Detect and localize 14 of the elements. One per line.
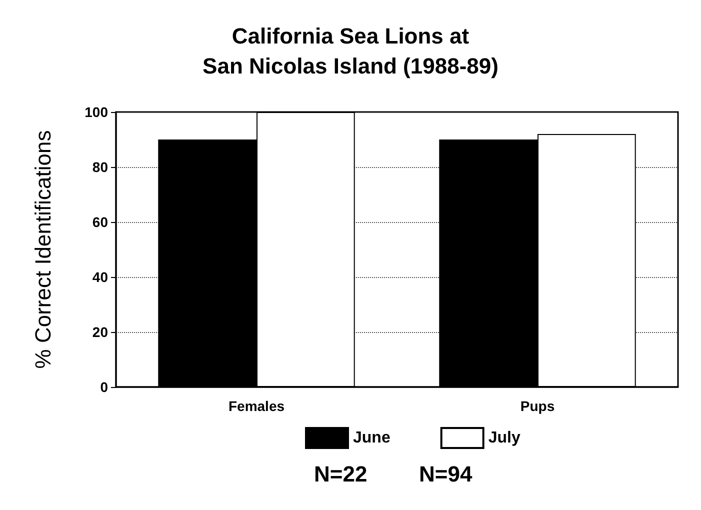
x-tick-label: Females bbox=[228, 398, 285, 414]
legend-label: June bbox=[353, 430, 390, 446]
chart-title: California Sea Lions at San Nicolas Island (1988-89) bbox=[202, 24, 498, 78]
legend-label: July bbox=[488, 430, 520, 446]
y-tick-label: 100 bbox=[84, 104, 108, 120]
y-tick-label: 40 bbox=[92, 269, 108, 285]
y-axis-title: % Correct Identifications bbox=[30, 130, 56, 369]
text: N=22 bbox=[314, 462, 368, 486]
x-tick-label: Pups bbox=[520, 398, 555, 414]
y-tick-label: 60 bbox=[92, 214, 108, 230]
y-tick-label: 80 bbox=[92, 159, 108, 175]
y-tick-label: 0 bbox=[100, 379, 108, 395]
y-tick-label: 20 bbox=[92, 324, 108, 340]
text: N=94 bbox=[419, 462, 473, 486]
